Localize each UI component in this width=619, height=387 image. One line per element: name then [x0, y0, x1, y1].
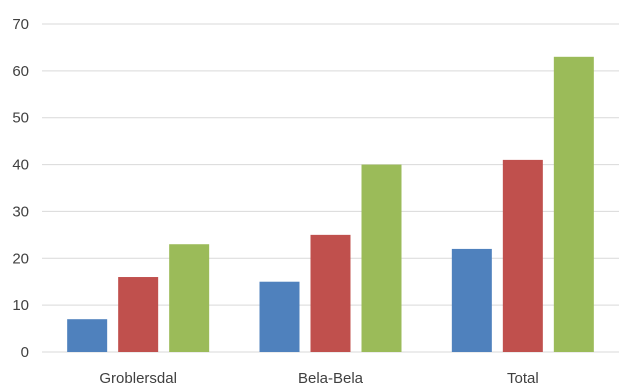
- x-category-label: Bela-Bela: [298, 370, 364, 387]
- y-tick-label: 0: [21, 344, 29, 361]
- x-axis-categories: Groblersdal Bela-Bela Total: [99, 370, 538, 387]
- x-category-label: Groblersdal: [99, 370, 177, 387]
- y-tick-label: 60: [12, 63, 29, 80]
- y-tick-label: 30: [12, 203, 29, 220]
- bar-groblersdal-series-3: [169, 244, 210, 352]
- bar-bela-bela-series-2: [310, 234, 351, 352]
- bar-total-series-1: [451, 248, 492, 352]
- bar-total-series-2: [502, 159, 543, 352]
- y-tick-label: 70: [12, 16, 29, 33]
- bar-bela-bela-series-1: [259, 281, 300, 352]
- bars-layer: [67, 56, 594, 353]
- bar-bela-bela-series-3: [361, 164, 402, 352]
- bar-groblersdal-series-2: [118, 277, 159, 352]
- bar-groblersdal-series-1: [67, 319, 108, 352]
- y-tick-label: 10: [12, 297, 29, 314]
- y-tick-label: 50: [12, 110, 29, 127]
- y-tick-label: 20: [12, 250, 29, 267]
- y-tick-label: 40: [12, 157, 29, 174]
- bar-total-series-3: [553, 56, 594, 353]
- x-category-label: Total: [507, 370, 539, 387]
- y-axis-ticks: 0 10 20 30 40 50 60 70: [12, 16, 29, 361]
